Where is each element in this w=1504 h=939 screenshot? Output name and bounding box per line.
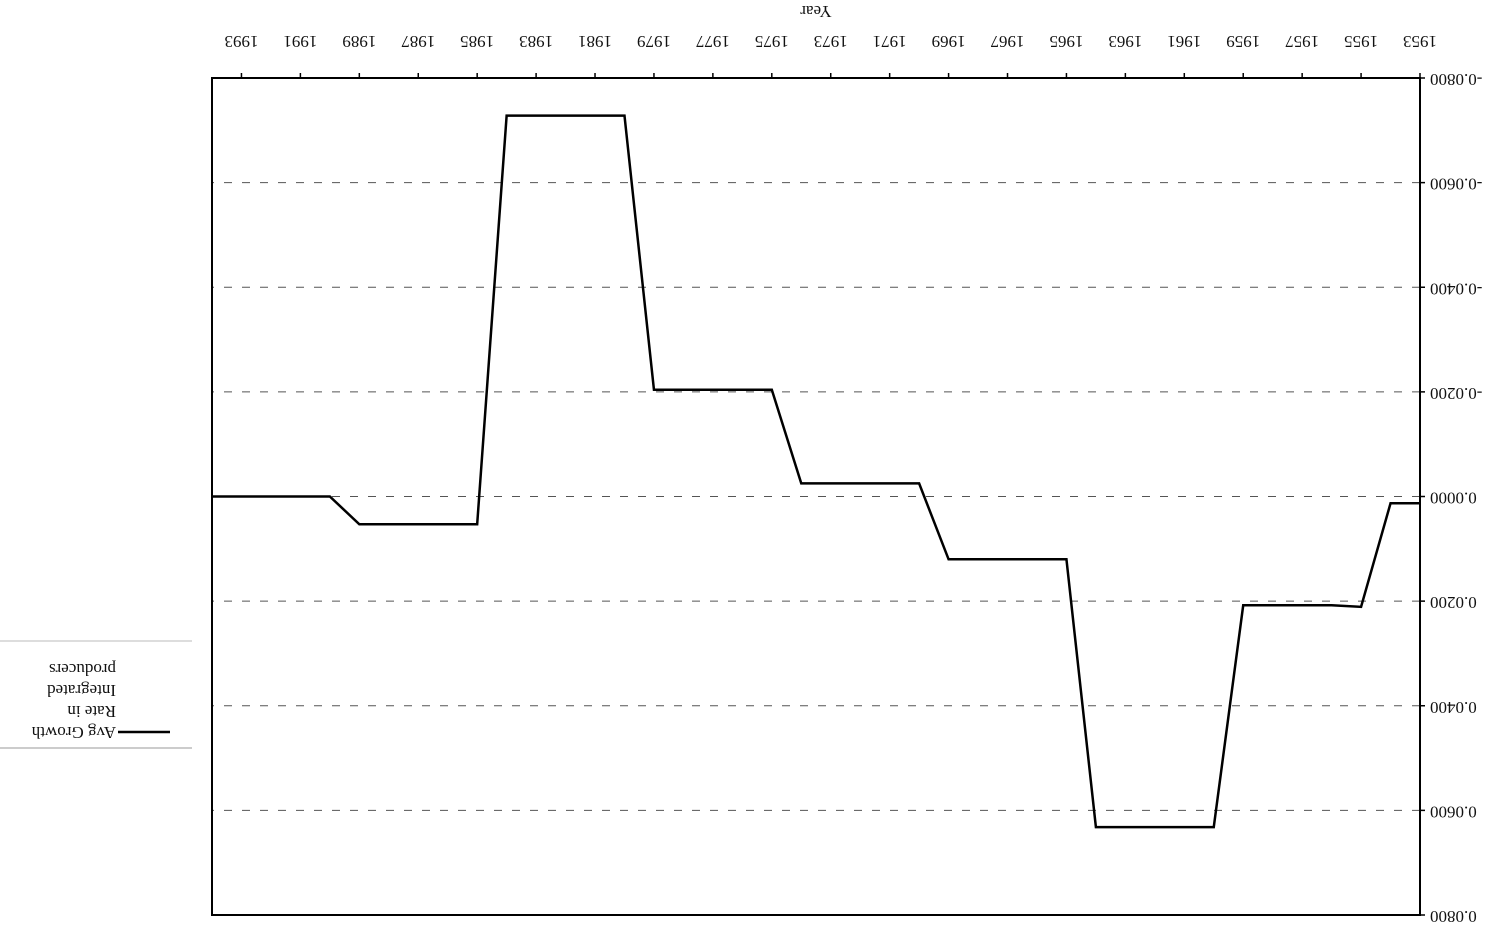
y-tick-label: 0.0600 [1430,802,1477,821]
x-tick-label: 1953 [1403,32,1437,51]
x-tick-label: 1961 [1167,32,1201,51]
x-tick-label: 1959 [1226,32,1260,51]
y-tick-label: -0.0200 [1430,384,1482,403]
x-tick-label: 1985 [460,32,494,51]
y-tick-label: 0.0800 [1430,907,1477,926]
x-tick-label: 1975 [755,32,789,51]
y-tick-label: -0.0400 [1430,279,1482,298]
x-tick-label: 1971 [873,32,907,51]
legend-label: Avg Growth Rate in Integrated producers [31,660,116,742]
x-tick-label: 1957 [1285,32,1320,51]
x-tick-label: 1955 [1344,32,1378,51]
x-tick-label: 1965 [1049,32,1083,51]
y-tick-label: 0.0200 [1430,593,1477,612]
x-tick-label: 1979 [637,32,671,51]
x-tick-label: 1989 [342,32,376,51]
y-tick-label: 0.0000 [1430,489,1477,508]
x-tick-label: 1963 [1108,32,1142,51]
x-tick-label: 1993 [224,32,258,51]
legend-box: Avg Growth Rate in Integrated producers [31,660,116,742]
x-tick-label: 1969 [932,32,966,51]
x-tick-label: 1981 [578,32,612,51]
x-tick-label: 1983 [519,32,553,51]
x-tick-label: 1977 [695,32,730,51]
x-tick-label: 1987 [401,32,436,51]
x-axis-title: Year [800,2,832,21]
data-line [212,114,1420,829]
y-tick-label: -0.0600 [1430,175,1482,194]
y-tick-label: 0.0400 [1430,698,1477,717]
x-tick-label: 1973 [814,32,848,51]
x-tick-label: 1967 [990,32,1025,51]
x-tick-label: 1991 [283,32,317,51]
y-tick-label: -0.0800 [1430,70,1482,89]
